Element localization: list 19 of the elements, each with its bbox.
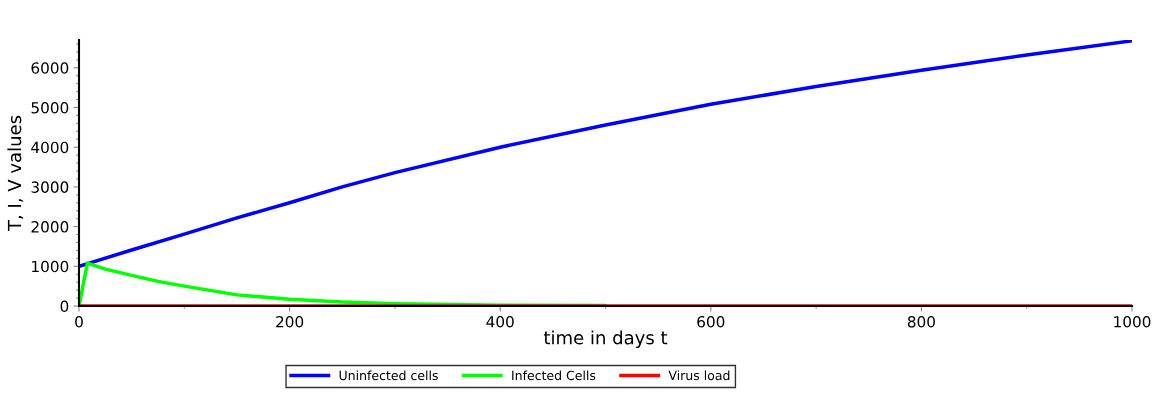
y-tick-label: 3000 [31, 181, 69, 193]
legend-label: Uninfected cells [339, 370, 438, 381]
y-tick-label: 4000 [31, 141, 69, 154]
x-tick-label: 600 [697, 315, 725, 328]
legend-label: Virus load [668, 370, 730, 381]
x-tick-label: 800 [907, 315, 935, 328]
y-tick-label: 6000 [31, 62, 69, 74]
x-axis-title: time in days t [543, 330, 668, 348]
y-tick-label: 1000 [32, 260, 69, 273]
y-tick-label: 5000 [31, 101, 69, 114]
legend-label: Infected Cells [512, 370, 596, 381]
y-tick-label: 2000 [31, 221, 69, 233]
x-tick-label: 0 [75, 315, 83, 328]
x-tick-label: 400 [486, 315, 514, 328]
y-tick-label: 0 [60, 300, 69, 313]
line-series [79, 40, 1132, 269]
x-tick-label: 1000 [1114, 315, 1151, 328]
x-tick-label: 200 [276, 315, 304, 328]
y-axis-title: T, I, V values [7, 115, 24, 232]
